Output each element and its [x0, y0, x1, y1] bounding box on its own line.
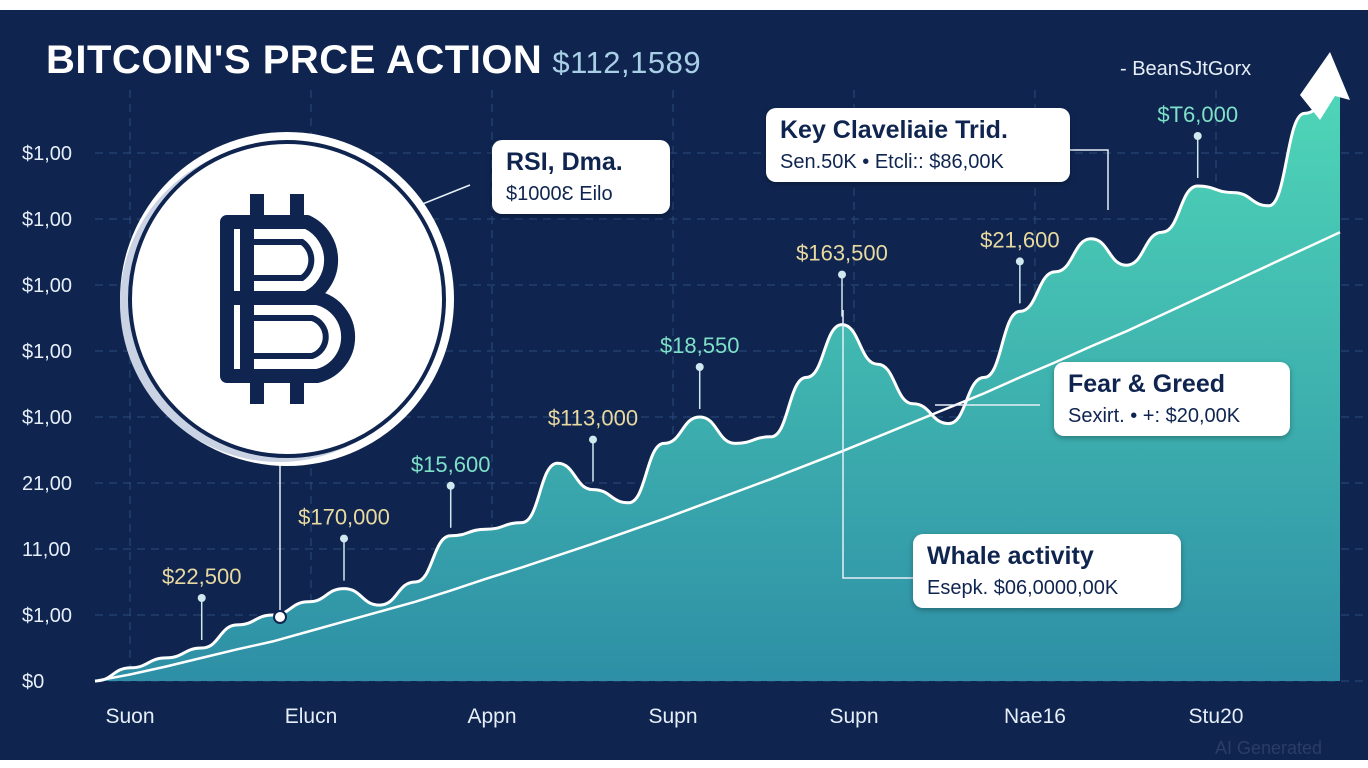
annotation-dot — [1193, 132, 1202, 140]
callout-subtitle: Esepk. $06,0000,00K — [927, 577, 1119, 599]
callout-subtitle: Sexirt. • +: $20,00K — [1068, 405, 1241, 427]
annotation-dot — [589, 435, 597, 444]
annotation-dot — [340, 534, 348, 543]
y-tick-label: $1,00 — [22, 275, 72, 297]
x-tick-label: Elucn — [285, 705, 338, 728]
x-tick-label: Suon — [105, 705, 154, 728]
callout-title: Whale activity — [927, 542, 1094, 570]
callout-leader — [842, 310, 913, 579]
chart-frame: $0 $1,00 11,00 21,00 $1,00 $1,00 $1,00 $1,00 $1,… — [0, 10, 1368, 760]
x-tick-label: Appn — [467, 705, 516, 728]
y-tick-label: $1,00 — [22, 209, 72, 231]
annotation-dot — [838, 270, 846, 279]
annotation-dot — [446, 481, 455, 490]
annotation-label: $113,000 — [548, 406, 638, 431]
annotation-label: $18,550 — [660, 333, 740, 358]
annotation-label: $22,500 — [162, 564, 242, 589]
callout-title: RSI, Dma. — [506, 148, 623, 176]
annotation-label: $163,500 — [796, 241, 888, 266]
current-price: $112,1589 — [552, 45, 702, 80]
annotation-label: $T6,000 — [1157, 102, 1238, 127]
x-tick-label: Nae16 — [1004, 705, 1066, 728]
annotation-dot — [197, 594, 206, 602]
x-tick-label: Supn — [648, 705, 697, 728]
price-area — [95, 87, 1340, 681]
chart-title: BITCOIN'S PRCE ACTION $112,1589 — [46, 38, 701, 83]
bitcoin-coin — [128, 140, 446, 458]
annotation-dot — [1015, 257, 1024, 266]
y-tick-label: $1,00 — [22, 143, 72, 165]
callout-fear-greed: Fear & Greed Sexirt. • +: $20,00K — [1054, 362, 1290, 436]
callout-title: Key Claveliaie Trid. — [780, 116, 1008, 144]
callout-rsi: RSI, Dma. $1000Ɛ Eilo — [492, 140, 670, 214]
y-tick-label: $1,00 — [22, 341, 72, 363]
callout-subtitle: Sen.50K • Etcli:: $86,00K — [780, 151, 1004, 173]
brand-label: - BeanSJtGorx — [1120, 58, 1252, 80]
y-tick-label: $0 — [22, 671, 44, 693]
y-tick-label: $1,00 — [22, 407, 72, 429]
callout-whale-activity: Whale activity Esepk. $06,0000,00K — [913, 534, 1181, 608]
leader-dot — [273, 610, 287, 624]
y-tick-label: 21,00 — [22, 473, 72, 495]
callout-title: Fear & Greed — [1068, 370, 1226, 398]
y-tick-label: $1,00 — [22, 605, 72, 627]
price-line — [94, 85, 1341, 683]
up-arrow-icon — [1300, 52, 1350, 120]
trend-line — [94, 231, 1341, 683]
annotation-label: $15,600 — [411, 452, 491, 477]
y-tick-label: 11,00 — [22, 539, 71, 561]
callout-leader — [419, 184, 471, 206]
watermark: AI Generated — [1215, 738, 1323, 758]
annotation-dot — [695, 363, 704, 371]
annotation-label: $21,600 — [980, 227, 1060, 252]
callout-subtitle: $1000Ɛ Eilo — [506, 183, 613, 205]
x-tick-label: Stu20 — [1189, 705, 1244, 728]
callout-key-trend: Key Claveliaie Trid. Sen.50K • Etcli:: $… — [766, 108, 1070, 182]
title-text: BITCOIN'S PRCE ACTION — [46, 38, 543, 82]
x-tick-label: Supn — [829, 705, 878, 728]
bitcoin-icon — [132, 144, 442, 454]
annotation-label: $170,000 — [298, 505, 390, 530]
